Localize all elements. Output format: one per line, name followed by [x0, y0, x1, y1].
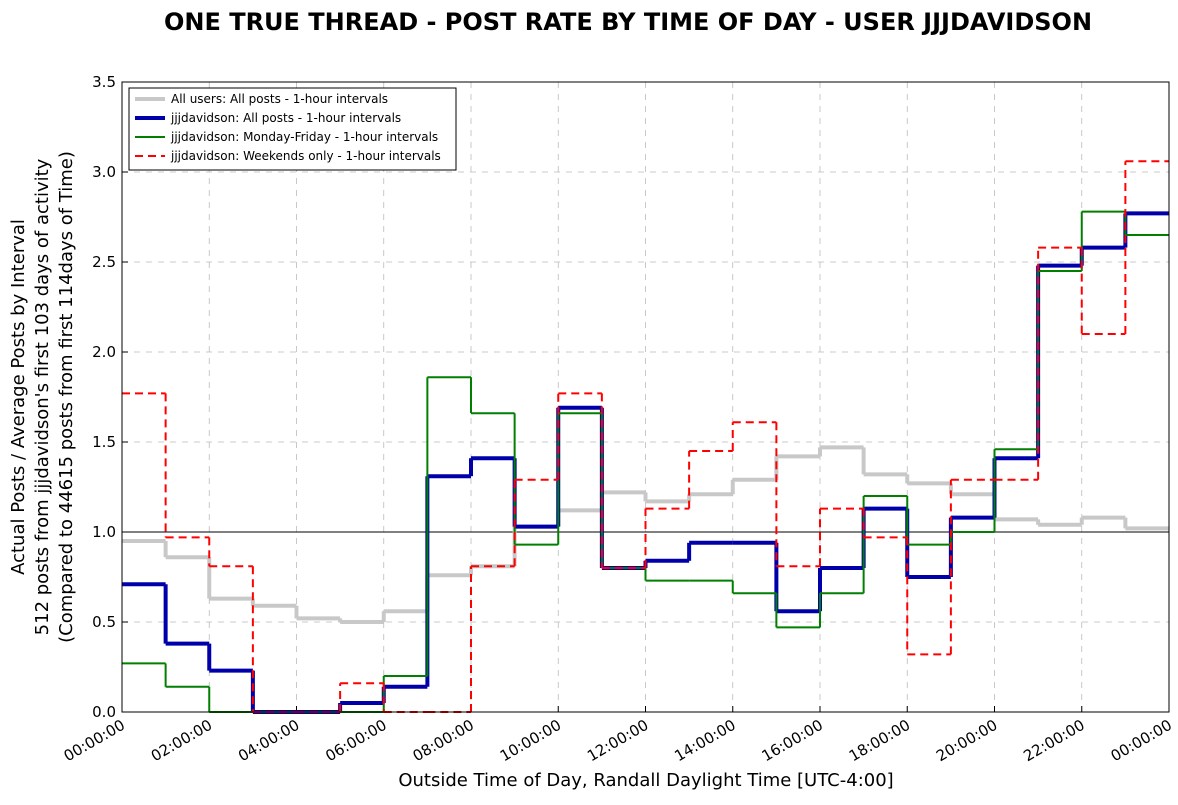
plot-frame — [121, 81, 1170, 713]
x-tick-label: 08:00:00 — [410, 716, 477, 765]
y-tick-label: 3.0 — [92, 163, 116, 181]
legend-label: jjjdavidson: All posts - 1-hour interval… — [170, 111, 401, 125]
x-tick-label: 20:00:00 — [933, 716, 1000, 765]
legend-label: All users: All posts - 1-hour intervals — [171, 92, 388, 106]
y-tick-label: 2.0 — [92, 343, 116, 361]
x-tick-label: 10:00:00 — [497, 716, 564, 765]
y-tick-label: 3.5 — [92, 73, 116, 91]
y-tick-label: 2.5 — [92, 253, 116, 271]
y-tick-label: 0.0 — [92, 703, 116, 721]
x-tick-label: 06:00:00 — [322, 716, 389, 765]
y-tick-label: 1.5 — [92, 433, 116, 451]
x-tick-label: 12:00:00 — [584, 716, 651, 765]
legend-label: jjjdavidson: Monday-Friday - 1-hour inte… — [170, 130, 438, 144]
x-tick-label: 22:00:00 — [1020, 716, 1087, 765]
x-tick-label: 14:00:00 — [671, 716, 738, 765]
y-tick-label: 0.5 — [92, 613, 116, 631]
chart-title: ONE TRUE THREAD - POST RATE BY TIME OF D… — [164, 8, 1092, 36]
y-axis-label: (Compared to 44615 posts from first 114d… — [56, 151, 77, 643]
legend-box — [128, 87, 457, 171]
y-tick-label: 1.0 — [92, 523, 116, 541]
y-axis-label: 512 posts from jjjdavidson's first 103 d… — [32, 158, 53, 635]
legend-label: jjjdavidson: Weekends only - 1-hour inte… — [170, 149, 441, 163]
x-tick-label: 00:00:00 — [1108, 716, 1175, 765]
x-tick-label: 16:00:00 — [759, 716, 826, 765]
x-tick-label: 00:00:00 — [61, 716, 128, 765]
y-axis-label: Actual Posts / Average Posts by Interval — [8, 219, 29, 575]
x-tick-label: 04:00:00 — [235, 716, 302, 765]
x-tick-label: 18:00:00 — [846, 716, 913, 765]
x-tick-label: 02:00:00 — [148, 716, 215, 765]
x-axis-label: Outside Time of Day, Randall Daylight Ti… — [398, 770, 893, 791]
